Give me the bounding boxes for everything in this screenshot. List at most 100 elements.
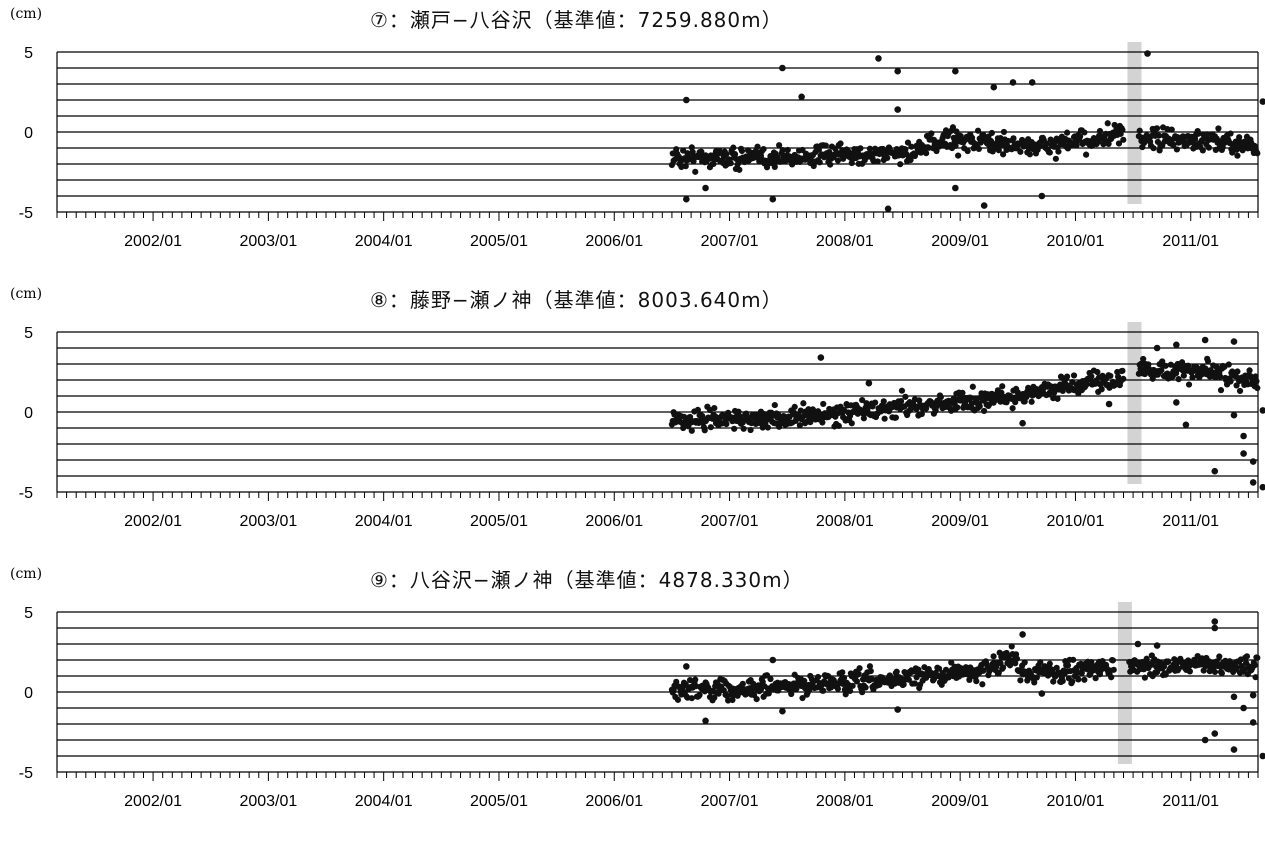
y-unit-label: (cm) — [10, 286, 43, 302]
x-tick-label: 2008/01 — [816, 233, 874, 250]
data-point — [979, 681, 986, 688]
data-point — [707, 424, 714, 431]
x-tick-label: 2011/01 — [1162, 513, 1219, 530]
data-point — [897, 398, 905, 405]
data-point — [859, 396, 866, 404]
data-point — [1063, 373, 1071, 380]
data-point — [1031, 679, 1038, 686]
data-point — [682, 163, 689, 170]
data-point — [1070, 656, 1077, 663]
data-point — [760, 146, 767, 153]
x-tick-label: 2005/01 — [470, 233, 528, 250]
outlier-point — [1038, 192, 1046, 200]
data-point — [840, 674, 848, 682]
x-tick-label: 2003/01 — [239, 793, 297, 810]
data-point — [820, 400, 827, 408]
x-tick-label: 2007/01 — [701, 513, 759, 530]
data-point — [738, 147, 746, 155]
data-point — [948, 659, 955, 666]
data-point — [688, 695, 695, 702]
data-point — [911, 680, 918, 687]
data-point — [1136, 127, 1143, 134]
data-point — [999, 383, 1006, 390]
data-point — [754, 143, 761, 150]
data-point — [1017, 148, 1024, 155]
data-point — [1217, 387, 1225, 394]
data-point — [859, 689, 866, 696]
chart-plot: 5 0 -5 2002/01 2003/01 2004/01 2005/01 2006/01 2… — [19, 322, 1265, 530]
chart-panel-8: (cm) ⑧：藤野−瀬ノ神（基準値：8003.640m） 5 0 -5 2002/01… — [0, 286, 1265, 562]
data-point — [856, 665, 863, 672]
data-point — [980, 407, 988, 415]
data-point — [1153, 125, 1161, 132]
data-point — [967, 394, 974, 401]
data-point — [753, 696, 760, 703]
data-point — [701, 427, 708, 434]
data-point — [797, 407, 804, 414]
x-tick-label: 2011/01 — [1162, 793, 1219, 810]
outlier-point — [798, 93, 805, 101]
data-point — [1195, 130, 1202, 137]
data-point — [1110, 666, 1117, 673]
data-point — [1063, 129, 1071, 136]
data-point — [1037, 659, 1044, 666]
data-point — [1054, 395, 1061, 402]
data-point — [1218, 670, 1225, 677]
chart-plot: 5 0 -5 2002/01 2003/01 2004/01 2005/01 2006/01 2… — [19, 602, 1265, 810]
data-point — [990, 653, 997, 660]
data-point — [988, 129, 995, 137]
data-point — [730, 144, 737, 151]
y-tick-label: 0 — [24, 125, 33, 142]
data-point — [775, 411, 782, 418]
data-point — [937, 394, 944, 401]
data-point — [1088, 373, 1095, 380]
outlier-point — [1240, 432, 1247, 440]
data-point — [1254, 150, 1261, 157]
y-tick-label: 0 — [24, 685, 33, 702]
data-point — [771, 401, 778, 409]
data-point — [1120, 136, 1127, 143]
outlier-point — [1259, 752, 1265, 760]
outlier-point — [1038, 690, 1046, 697]
data-point — [688, 144, 695, 151]
data-point — [881, 415, 888, 422]
data-point — [1173, 146, 1181, 153]
data-point — [674, 696, 682, 703]
data-point — [1120, 375, 1127, 383]
data-point — [1186, 668, 1193, 675]
data-point — [848, 420, 855, 427]
data-point — [1189, 374, 1196, 381]
data-point — [696, 691, 703, 699]
data-point — [1083, 381, 1091, 388]
data-point — [1143, 655, 1150, 662]
x-tick-label: 2002/01 — [124, 793, 182, 810]
data-point — [1009, 405, 1016, 412]
data-point — [884, 154, 891, 161]
outlier-point — [1211, 730, 1219, 737]
data-point — [1096, 127, 1104, 135]
data-point — [1246, 367, 1253, 374]
data-point — [1160, 663, 1168, 670]
data-point — [897, 161, 904, 168]
data-point — [893, 668, 900, 675]
outlier-point — [865, 379, 873, 387]
outlier-point — [702, 184, 709, 192]
data-point — [849, 682, 856, 689]
data-point — [1251, 662, 1258, 669]
data-point — [1217, 373, 1224, 380]
outlier-point — [1211, 467, 1219, 475]
data-point — [1108, 674, 1115, 681]
outlier-point — [1173, 341, 1180, 349]
x-tick-label: 2007/01 — [701, 233, 759, 250]
data-point — [1026, 151, 1034, 158]
chart-title: ⑦：瀬戸−八谷沢（基準値：7259.880m） — [370, 8, 783, 32]
data-point — [839, 669, 846, 676]
data-point — [1088, 659, 1095, 666]
data-point — [1205, 144, 1213, 151]
data-point — [1140, 355, 1147, 363]
data-point — [918, 410, 925, 418]
data-point — [857, 145, 864, 152]
data-point — [1021, 659, 1028, 666]
data-point — [1092, 675, 1099, 682]
x-tick-label: 2002/01 — [124, 513, 182, 530]
